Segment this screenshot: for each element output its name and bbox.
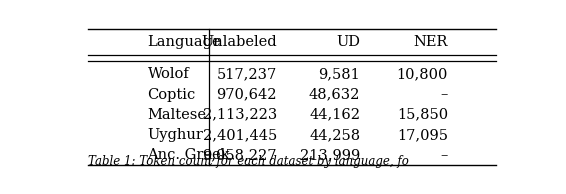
Text: Table 1: Token count for each dataset by language, fo: Table 1: Token count for each dataset by… (88, 155, 409, 168)
Text: 2,113,223: 2,113,223 (203, 108, 277, 122)
Text: 2,401,445: 2,401,445 (203, 128, 277, 142)
Text: 44,258: 44,258 (309, 128, 361, 142)
Text: 9,581: 9,581 (319, 67, 361, 81)
Text: UD: UD (336, 35, 361, 49)
Text: –: – (440, 87, 448, 101)
Text: 44,162: 44,162 (309, 108, 361, 122)
Text: Maltese: Maltese (148, 108, 207, 122)
Text: 213,999: 213,999 (300, 148, 361, 162)
Text: 15,850: 15,850 (397, 108, 448, 122)
Text: 48,632: 48,632 (309, 87, 361, 101)
Text: –: – (440, 148, 448, 162)
Text: Uyghur: Uyghur (148, 128, 203, 142)
Text: 9,058,227: 9,058,227 (203, 148, 277, 162)
Text: 517,237: 517,237 (217, 67, 277, 81)
Text: Wolof: Wolof (148, 67, 189, 81)
Text: Unlabeled: Unlabeled (201, 35, 277, 49)
Text: 970,642: 970,642 (216, 87, 277, 101)
Text: 10,800: 10,800 (397, 67, 448, 81)
Text: 17,095: 17,095 (397, 128, 448, 142)
Text: Language: Language (148, 35, 221, 49)
Text: Coptic: Coptic (148, 87, 196, 101)
Text: Anc. Greek: Anc. Greek (148, 148, 230, 162)
Text: NER: NER (414, 35, 448, 49)
